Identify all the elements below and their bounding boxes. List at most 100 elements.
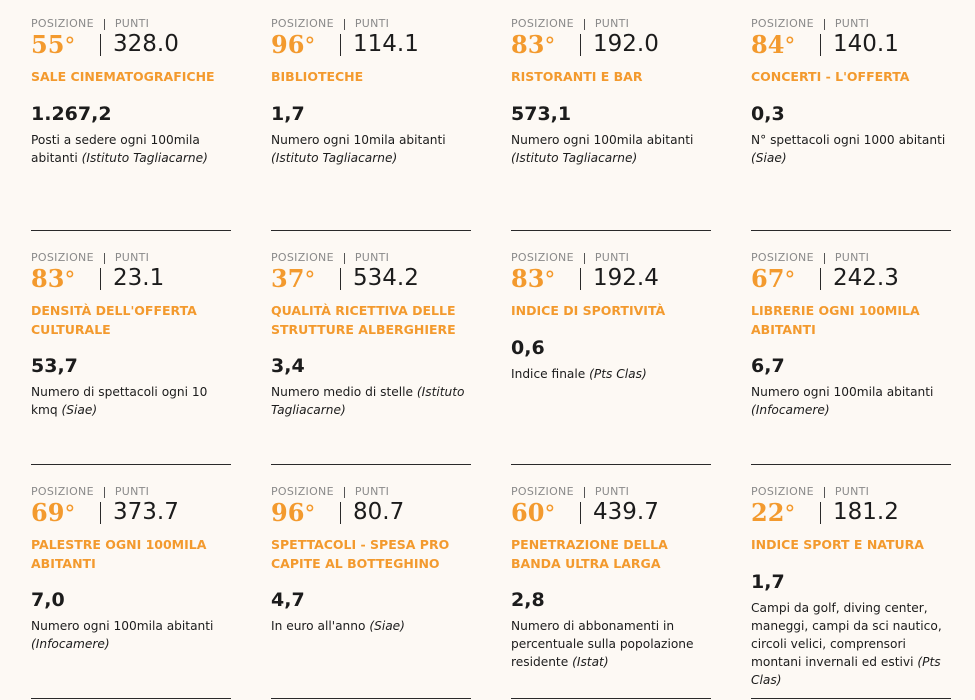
card-header: POSIZIONE PUNTI — [31, 18, 149, 30]
indicator-card: POSIZIONE PUNTI 69° 373.7 PALESTRE OGNI 100M… — [31, 486, 231, 700]
rank-points-divider — [820, 34, 821, 56]
indicator-card: POSIZIONE PUNTI 83° 192.0 RISTORANTI E BAR 57… — [511, 18, 711, 232]
indicator-title: CONCERTI - L'OFFERTA — [751, 69, 910, 84]
header-divider — [103, 486, 105, 498]
indicator-title: SALE CINEMATOGRAFICHE — [31, 69, 215, 84]
indicator-value: 6,7 — [751, 355, 785, 377]
indicator-description: N° spettacoli ogni 1000 abitanti (Siae) — [751, 131, 956, 167]
card-header: POSIZIONE PUNTI — [511, 252, 629, 264]
rank-number: 96 — [271, 498, 305, 527]
source-text: (Infocamere) — [751, 403, 830, 417]
indicator-description: Numero medio di stelle (Istituto Tagliac… — [271, 383, 476, 419]
rank-points-divider — [580, 268, 581, 290]
position-label: POSIZIONE — [271, 251, 334, 264]
description-text: Numero di abbonamenti in percentuale sul… — [511, 619, 694, 669]
points-label: PUNTI — [594, 485, 630, 498]
header-divider — [823, 18, 825, 30]
indicator-card: POSIZIONE PUNTI 83° 23.1 DENSITÀ DELL'OFFERT… — [31, 252, 231, 466]
position-label: POSIZIONE — [271, 17, 334, 30]
source-text: (Istituto Tagliacarne) — [511, 151, 638, 165]
position-label: POSIZIONE — [31, 485, 94, 498]
points-label: PUNTI — [354, 251, 390, 264]
position-label: POSIZIONE — [751, 17, 814, 30]
indicator-title: PENETRAZIONE DELLA BANDA ULTRA LARGA — [511, 537, 668, 571]
card-header: POSIZIONE PUNTI — [271, 18, 389, 30]
indicator-description: Numero di spettacoli ogni 10 kmq (Siae) — [31, 383, 236, 419]
indicator-title: INDICE SPORT E NATURA — [751, 537, 924, 552]
rank-points-divider — [820, 502, 821, 524]
card-divider — [511, 464, 711, 465]
source-text: (Istituto Tagliacarne) — [271, 385, 465, 417]
indicator-value: 0,6 — [511, 337, 545, 359]
rank-value: 83° — [511, 265, 555, 295]
points-value: 534.2 — [353, 265, 419, 291]
points-value: 192.0 — [593, 31, 659, 57]
degree-symbol: ° — [64, 268, 76, 293]
rank-value: 60° — [511, 499, 555, 529]
degree-symbol: ° — [784, 502, 796, 527]
source-text: (Pts Clas) — [589, 367, 647, 381]
source-text: (Istituto Tagliacarne) — [271, 151, 398, 165]
points-label: PUNTI — [354, 485, 390, 498]
rank-points-divider — [340, 502, 341, 524]
indicator-value: 4,7 — [271, 589, 305, 611]
card-header: POSIZIONE PUNTI — [271, 486, 389, 498]
position-label: POSIZIONE — [31, 251, 94, 264]
header-divider — [343, 18, 345, 30]
rank-number: 69 — [31, 498, 65, 527]
degree-symbol: ° — [64, 502, 76, 527]
rank-number: 60 — [511, 498, 545, 527]
indicator-value: 1.267,2 — [31, 103, 112, 125]
degree-symbol: ° — [544, 502, 556, 527]
card-header: POSIZIONE PUNTI — [751, 252, 869, 264]
indicator-card: POSIZIONE PUNTI 67° 242.3 LIBRERIE OGNI 100M… — [751, 252, 951, 466]
degree-symbol: ° — [64, 34, 76, 59]
source-text: (Istat) — [572, 655, 609, 669]
indicator-card: POSIZIONE PUNTI 83° 192.4 INDICE DI SPORTIVI… — [511, 252, 711, 466]
header-divider — [823, 486, 825, 498]
rank-value: 83° — [511, 31, 555, 61]
card-divider — [751, 464, 951, 465]
points-value: 80.7 — [353, 499, 405, 525]
rank-points-divider — [100, 268, 101, 290]
position-label: POSIZIONE — [751, 485, 814, 498]
position-label: POSIZIONE — [511, 17, 574, 30]
rank-value: 96° — [271, 31, 315, 61]
description-text: Numero ogni 100mila abitanti — [751, 385, 934, 399]
points-label: PUNTI — [834, 17, 870, 30]
degree-symbol: ° — [304, 268, 316, 293]
position-label: POSIZIONE — [271, 485, 334, 498]
indicator-value: 1,7 — [751, 571, 785, 593]
header-divider — [823, 252, 825, 264]
indicator-value: 573,1 — [511, 103, 572, 125]
indicator-card: POSIZIONE PUNTI 60° 439.7 PENETRAZIONE DELLA… — [511, 486, 711, 700]
points-value: 181.2 — [833, 499, 899, 525]
indicator-title: LIBRERIE OGNI 100MILA ABITANTI — [751, 303, 920, 337]
points-value: 328.0 — [113, 31, 179, 57]
rank-value: 37° — [271, 265, 315, 295]
points-value: 242.3 — [833, 265, 899, 291]
card-divider — [271, 230, 471, 231]
indicator-card: POSIZIONE PUNTI 22° 181.2 INDICE SPORT E NAT… — [751, 486, 951, 700]
source-text: (Istituto Tagliacarne) — [81, 151, 208, 165]
rank-number: 96 — [271, 30, 305, 59]
rank-points-divider — [580, 34, 581, 56]
degree-symbol: ° — [784, 34, 796, 59]
indicator-value: 2,8 — [511, 589, 545, 611]
header-divider — [103, 18, 105, 30]
indicator-title: PALESTRE OGNI 100MILA ABITANTI — [31, 537, 207, 571]
header-divider — [343, 252, 345, 264]
degree-symbol: ° — [304, 502, 316, 527]
indicator-value: 0,3 — [751, 103, 785, 125]
rank-number: 37 — [271, 264, 305, 293]
description-text: N° spettacoli ogni 1000 abitanti — [751, 133, 946, 147]
rank-number: 83 — [511, 30, 545, 59]
indicator-description: Numero ogni 100mila abitanti (Infocamere… — [751, 383, 956, 419]
degree-symbol: ° — [784, 268, 796, 293]
description-text: Campi da golf, diving center, maneggi, c… — [751, 601, 942, 669]
rank-number: 67 — [751, 264, 785, 293]
indicator-description: In euro all'anno (Siae) — [271, 617, 476, 635]
degree-symbol: ° — [544, 34, 556, 59]
header-divider — [343, 486, 345, 498]
